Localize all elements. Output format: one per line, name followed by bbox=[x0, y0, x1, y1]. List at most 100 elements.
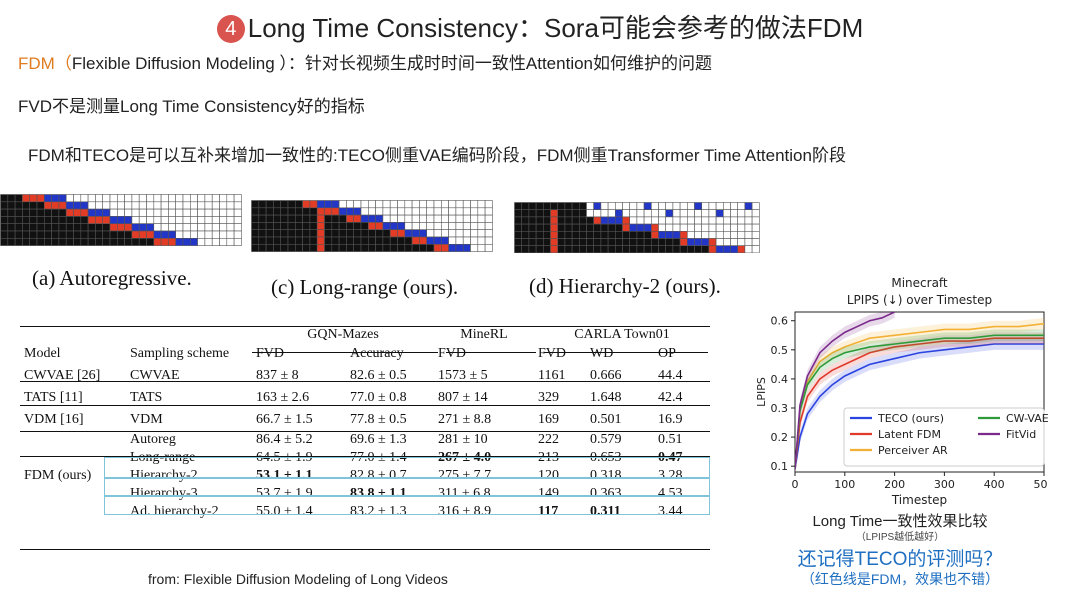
mask-hierarchy-2-cell bbox=[658, 245, 666, 254]
mask-hierarchy-2-cell bbox=[723, 209, 731, 218]
mask-autoregressive-cell bbox=[160, 216, 169, 224]
mask-autoregressive-cell bbox=[102, 216, 111, 224]
table-cell: 66.7 ± 1.5 bbox=[256, 412, 313, 427]
mask-autoregressive-cell bbox=[102, 223, 111, 232]
mask-hierarchy-2-cell bbox=[651, 223, 659, 232]
mask-long-range-grid bbox=[251, 200, 493, 252]
bottom-rule bbox=[20, 549, 710, 550]
mask-autoregressive-cell bbox=[73, 194, 82, 203]
mask-long-range-cell bbox=[382, 236, 391, 245]
mask-autoregressive-cell bbox=[58, 230, 67, 239]
mask-long-range-cell bbox=[470, 200, 479, 209]
mask-autoregressive-cell bbox=[124, 194, 133, 203]
mask-hierarchy-2-cell bbox=[514, 238, 522, 246]
mask-autoregressive-cell bbox=[80, 216, 89, 224]
mask-long-range-cell bbox=[477, 214, 486, 223]
table-row: Ad. hierarchy-2 55.0 ± 1.4 83.2 ± 1.3 316 ±… bbox=[20, 503, 710, 521]
mask-hierarchy-2-cell bbox=[593, 216, 602, 225]
series-line bbox=[795, 343, 1044, 470]
mask-hierarchy-2-cell bbox=[651, 245, 659, 254]
mask-long-range-cell bbox=[441, 200, 449, 209]
mask-autoregressive-cell bbox=[138, 230, 147, 239]
mask-autoregressive-cell bbox=[14, 194, 23, 203]
mask-long-range-cell bbox=[484, 222, 493, 230]
table-cell: 1161 bbox=[538, 368, 566, 383]
mask-long-range-cell bbox=[360, 207, 369, 216]
mask-hierarchy-2-cell bbox=[701, 223, 710, 232]
mask-long-range-cell bbox=[287, 200, 296, 209]
mask-autoregressive-cell bbox=[153, 223, 162, 232]
mask-autoregressive-cell bbox=[204, 201, 213, 210]
mask-hierarchy-2-cell bbox=[694, 245, 702, 254]
mask-long-range-cell bbox=[338, 207, 347, 216]
mask-autoregressive-cell bbox=[36, 230, 45, 239]
table-cell: 0.318 bbox=[590, 468, 622, 483]
mask-autoregressive-cell bbox=[95, 237, 104, 246]
mask-long-range-cell bbox=[368, 207, 376, 216]
empty-cell bbox=[20, 326, 126, 343]
mask-long-range-cell bbox=[455, 214, 464, 223]
table-row: FDM (ours) Hierarchy-2 53.1 ± 1.1 82.8 ± 0.… bbox=[20, 467, 710, 485]
mask-hierarchy-2-cell bbox=[708, 238, 717, 246]
mask-long-range-cell bbox=[368, 229, 376, 238]
mask-hierarchy-2-cell bbox=[723, 223, 731, 232]
mask-hierarchy-2-cell bbox=[586, 223, 594, 232]
mask-hierarchy-2-cell bbox=[579, 230, 587, 239]
x-tick-label: 300 bbox=[934, 478, 955, 491]
mask-long-range-cell bbox=[251, 222, 260, 230]
mask-autoregressive-cell bbox=[146, 216, 155, 224]
mask-autoregressive-cell bbox=[168, 208, 176, 217]
mask-hierarchy-2-cell bbox=[701, 238, 710, 246]
mask-autoregressive-cell bbox=[153, 194, 162, 203]
table-cell: 0.579 bbox=[590, 432, 622, 447]
mask-hierarchy-2-cell bbox=[708, 223, 717, 232]
mask-long-range-cell bbox=[287, 207, 296, 216]
mask-long-range-cell bbox=[251, 229, 260, 238]
mask-long-range-cell bbox=[353, 207, 362, 216]
mask-long-range-cell bbox=[309, 243, 318, 252]
mask-long-range-cell bbox=[375, 243, 384, 252]
empty-cell bbox=[126, 326, 252, 343]
column-header: FVD bbox=[438, 346, 467, 361]
mask-long-range-cell bbox=[404, 229, 413, 238]
mask-long-range-cell bbox=[389, 207, 398, 216]
mask-long-range-cell bbox=[484, 229, 493, 238]
mask-hierarchy-2-cell bbox=[636, 238, 645, 246]
mask-long-range-cell bbox=[273, 207, 281, 216]
mask-autoregressive-cell bbox=[29, 230, 38, 239]
table-cell: 86.4 ± 5.2 bbox=[256, 432, 313, 447]
mask-autoregressive-cell bbox=[233, 230, 242, 239]
mask-autoregressive-cell bbox=[168, 230, 176, 239]
x-tick-label: 500 bbox=[1034, 478, 1049, 491]
mask-autoregressive-cell bbox=[168, 237, 176, 246]
mask-hierarchy-2-cell bbox=[672, 209, 681, 218]
mask-long-range-cell bbox=[477, 236, 486, 245]
mask-autoregressive-cell bbox=[182, 208, 191, 217]
mask-hierarchy-2-cell bbox=[744, 202, 753, 210]
mask-autoregressive-cell bbox=[117, 201, 125, 210]
mask-long-range-cell bbox=[316, 207, 325, 216]
mask-hierarchy-2-cell bbox=[679, 230, 688, 239]
mask-hierarchy-2 bbox=[514, 202, 760, 254]
mask-long-range-cell bbox=[433, 214, 442, 223]
mask-hierarchy-2-cell bbox=[600, 216, 609, 225]
mask-autoregressive-cell bbox=[131, 194, 140, 203]
mask-autoregressive-cell bbox=[65, 201, 74, 210]
mask-autoregressive-cell bbox=[160, 208, 169, 217]
mask-autoregressive-cell bbox=[0, 230, 9, 239]
mask-hierarchy-2-cell bbox=[571, 223, 580, 232]
mask-autoregressive-cell bbox=[124, 208, 133, 217]
mask-hierarchy-2-cell bbox=[615, 209, 623, 218]
mask-autoregressive-cell bbox=[109, 230, 118, 239]
mask-long-range-cell bbox=[353, 214, 362, 223]
mask-long-range-cell bbox=[411, 200, 420, 209]
mask-hierarchy-2-cell bbox=[730, 202, 738, 210]
mask-hierarchy-2-cell bbox=[715, 209, 724, 218]
column-header: Model bbox=[24, 346, 61, 361]
mask-autoregressive-cell bbox=[65, 216, 74, 224]
mask-long-range-cell bbox=[331, 243, 340, 252]
mask-hierarchy-2-cell bbox=[607, 245, 616, 254]
mask-hierarchy-2-cell bbox=[521, 223, 530, 232]
mask-hierarchy-2-cell bbox=[593, 238, 602, 246]
mask-autoregressive-cell bbox=[226, 237, 235, 246]
